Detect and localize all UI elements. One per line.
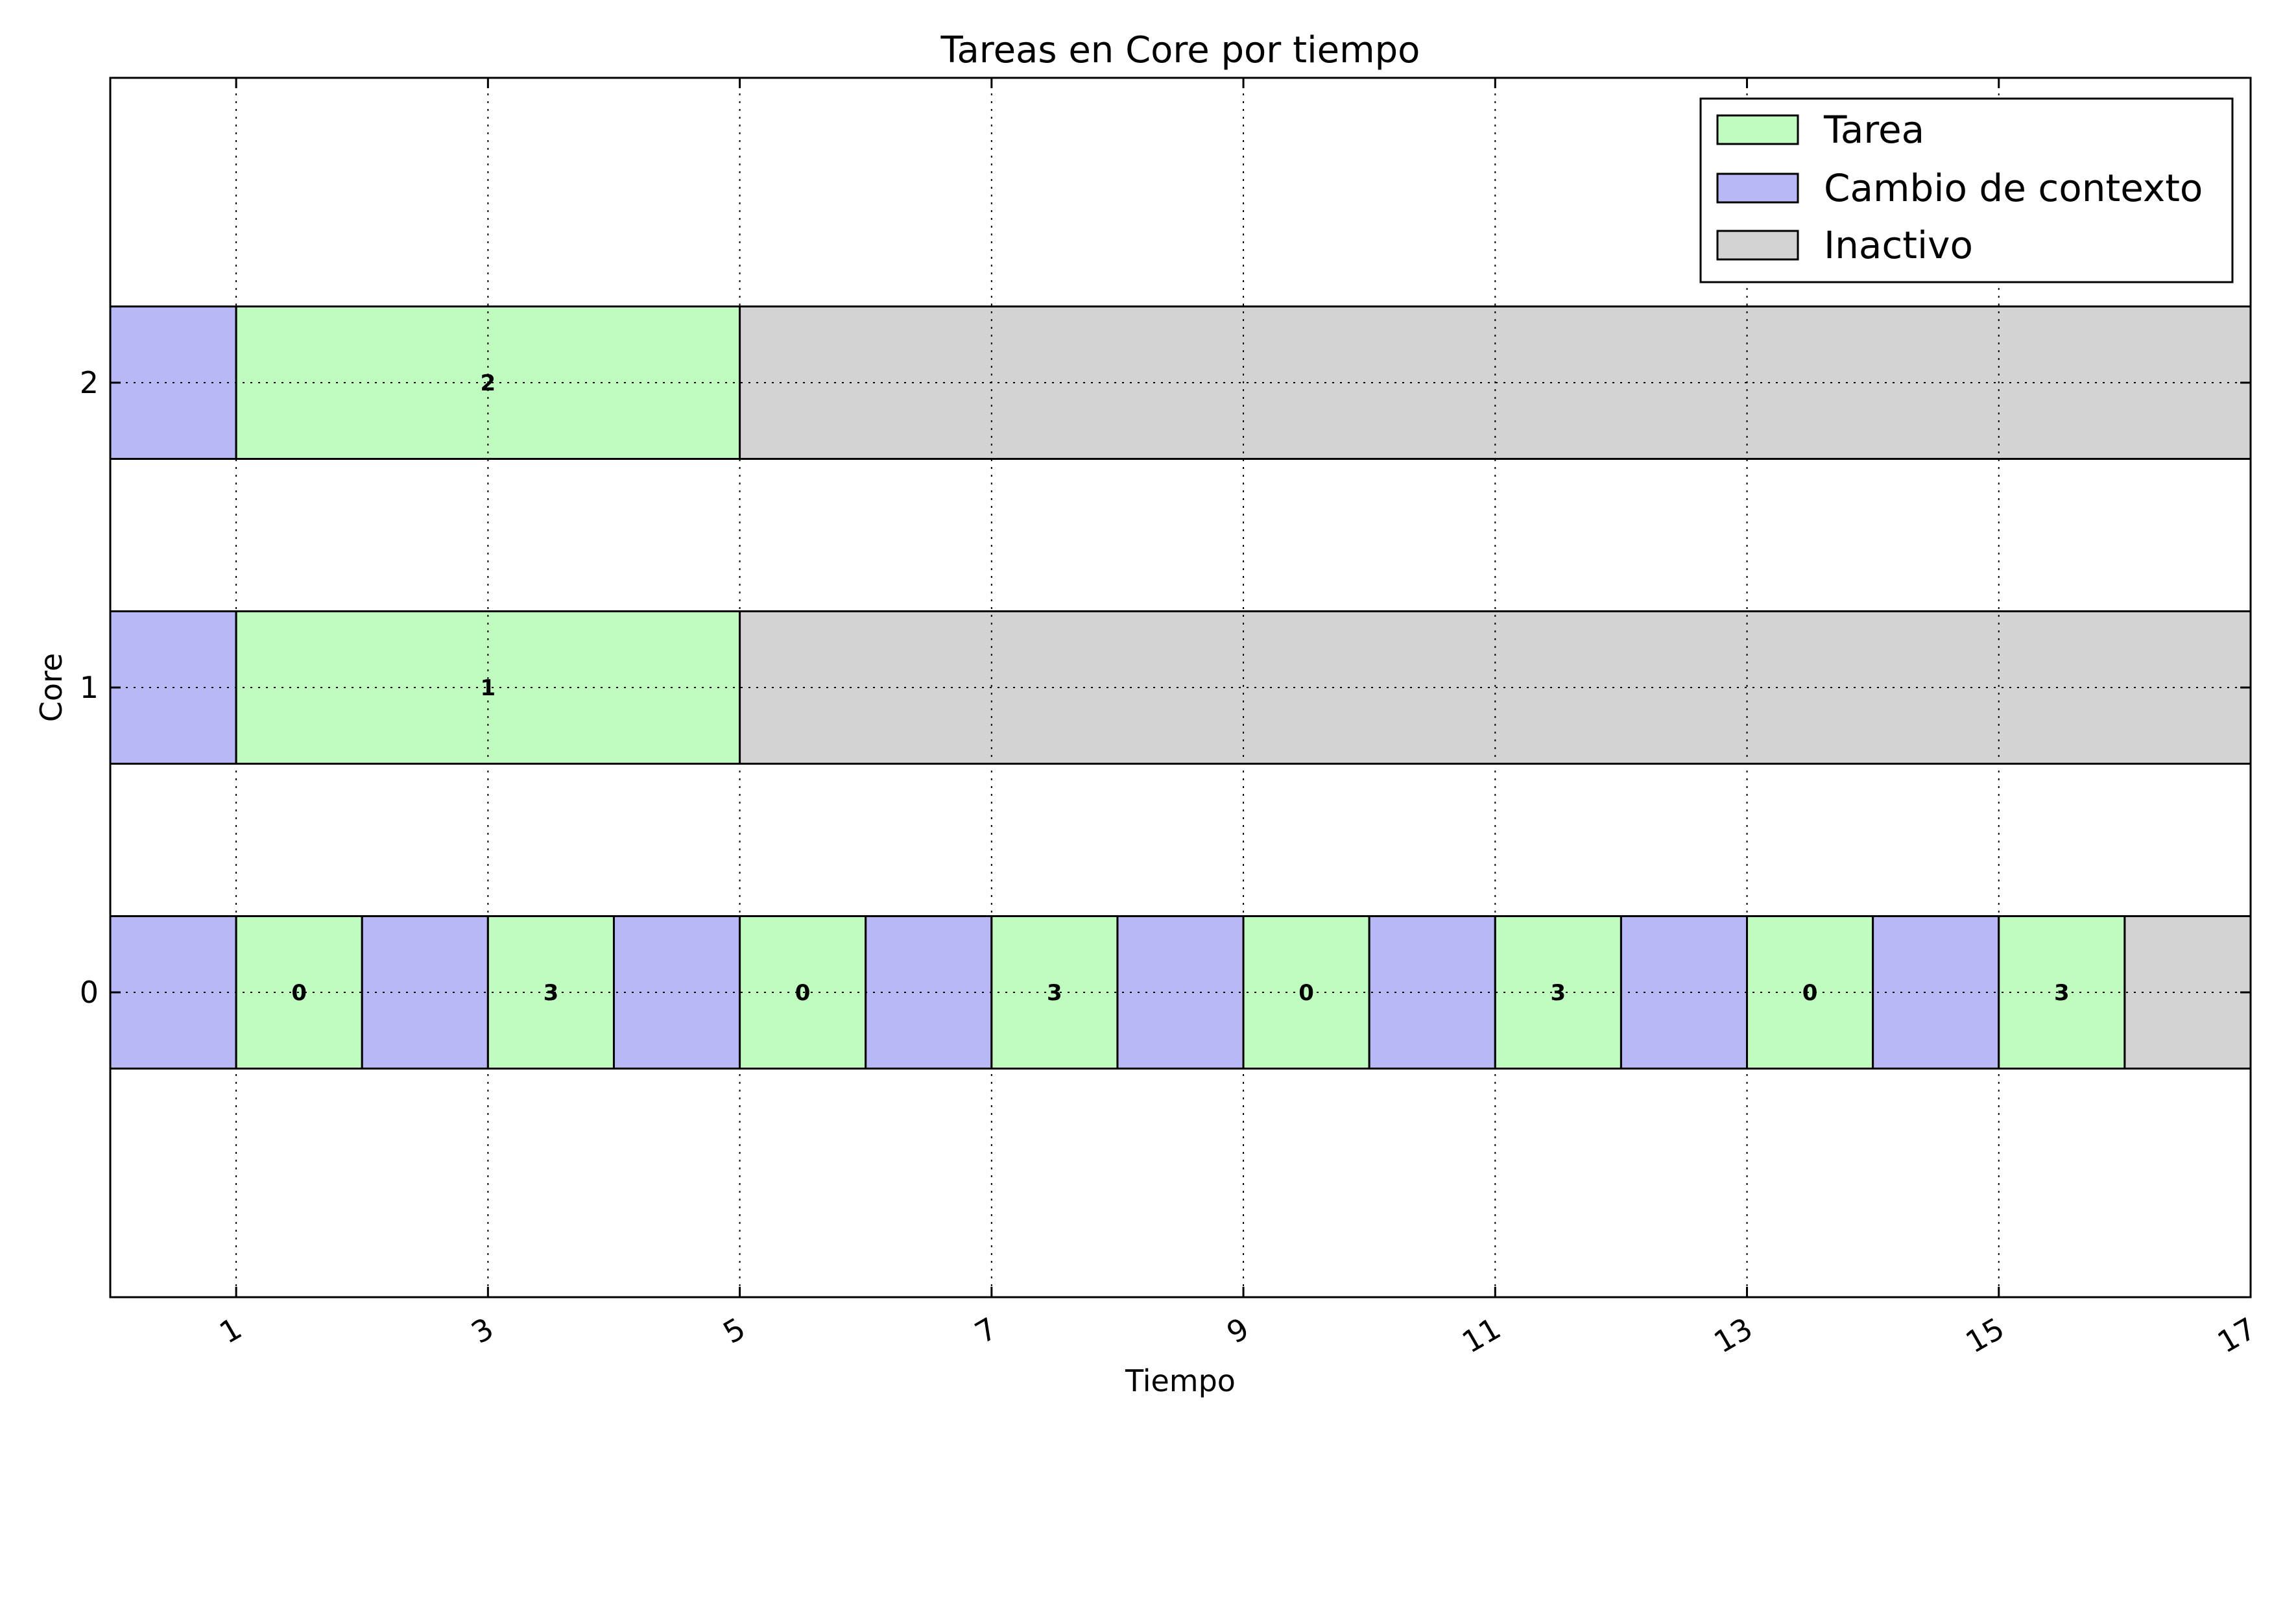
bar-core-0-cambio xyxy=(1368,915,1496,1070)
bar-label-core-0: 3 xyxy=(2054,980,2070,1006)
bar-core-0-tarea xyxy=(235,915,363,1070)
bar-labels-layer: 0 3 0 3 0 3 0 312 xyxy=(291,370,2069,1006)
bar-label-core-0: 0 xyxy=(291,980,307,1006)
y-tick-label: 2 xyxy=(80,365,99,400)
legend-label-cambio: Cambio de contexto xyxy=(1824,166,2203,210)
x-axis-label: Tiempo xyxy=(1125,1363,1236,1398)
bar-label-core-0: 3 xyxy=(1047,980,1062,1006)
legend-swatch-tarea xyxy=(1716,114,1799,145)
bar-label-core-0: 3 xyxy=(544,980,559,1006)
y-tick-label: 1 xyxy=(80,670,99,705)
legend: Tarea Cambio de contexto Inactivo xyxy=(1699,97,2234,283)
bar-core-0-inactivo xyxy=(2123,915,2252,1070)
bar-core-0-tarea xyxy=(1746,915,1874,1070)
bar-label-core-0: 0 xyxy=(795,980,811,1006)
chart-title: Tareas en Core por tiempo xyxy=(940,29,1420,71)
y-axis-label: Core xyxy=(34,653,69,722)
legend-swatch-cambio xyxy=(1716,173,1799,204)
y-tick-label: 0 xyxy=(80,975,99,1010)
legend-label-tarea: Tarea xyxy=(1823,108,1924,152)
bar-label-core-1: 1 xyxy=(481,675,496,701)
legend-swatch-inactivo xyxy=(1716,230,1799,261)
legend-label-inactivo: Inactivo xyxy=(1824,223,1973,267)
bar-label-core-0: 0 xyxy=(1298,980,1314,1006)
bar-core-0-tarea xyxy=(739,915,867,1070)
bar-label-core-0: 0 xyxy=(1802,980,1818,1006)
